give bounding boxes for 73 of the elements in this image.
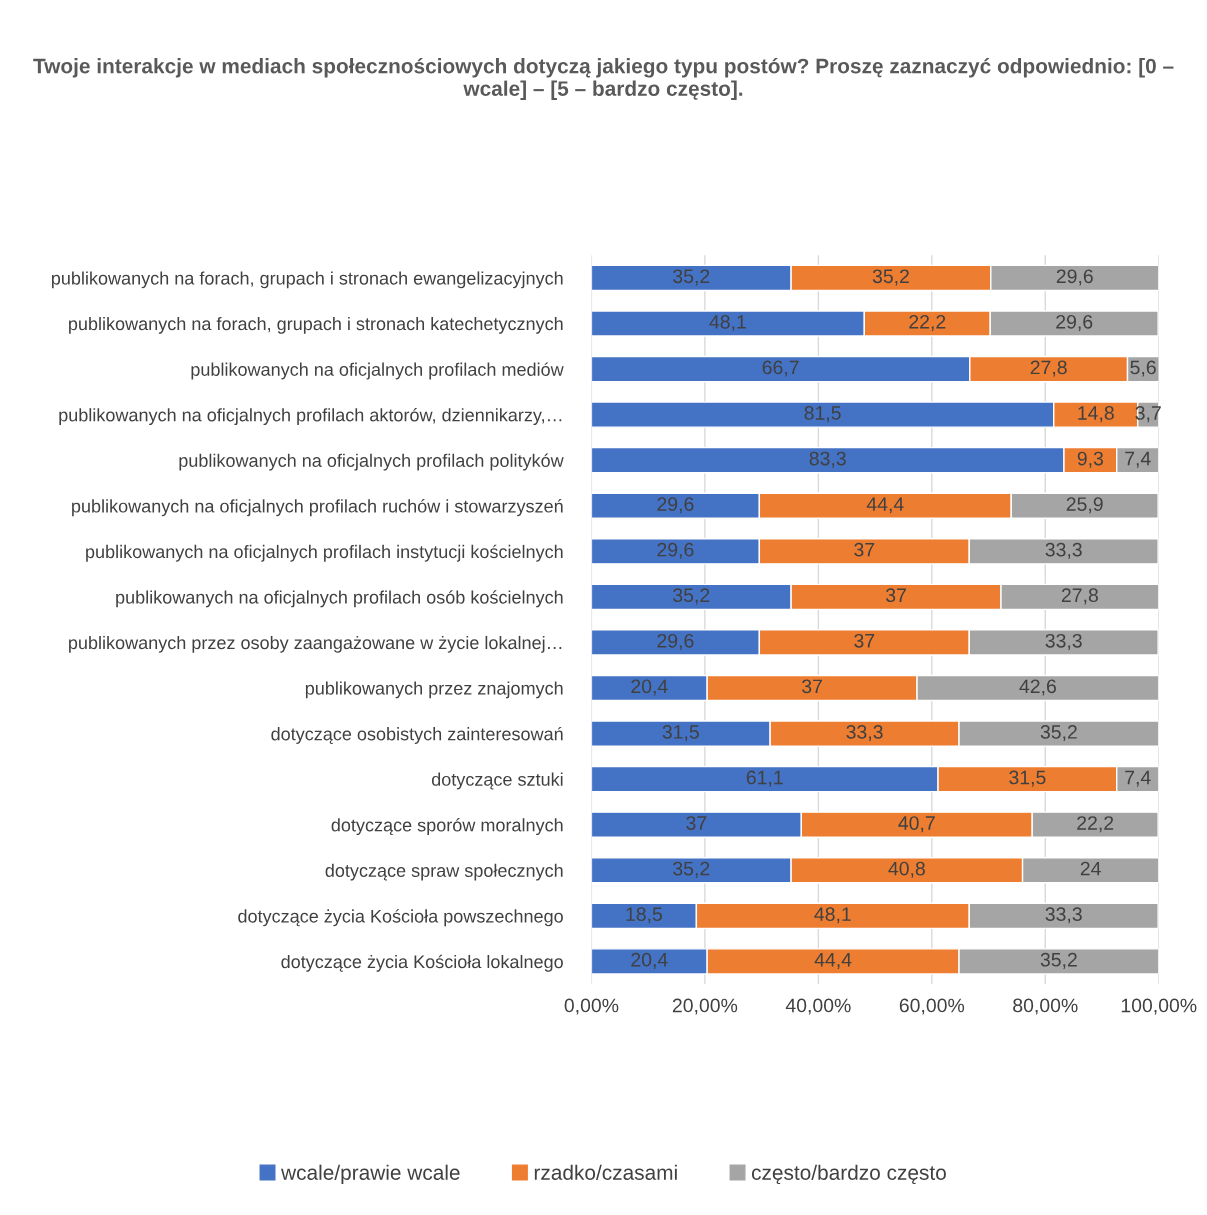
legend-label: często/bardzo często	[751, 1164, 946, 1185]
data-label: 48,1	[709, 314, 746, 332]
data-label: 27,8	[1061, 588, 1098, 605]
data-label: 22,2	[1077, 816, 1114, 833]
x-tick-label: 20,00%	[672, 998, 738, 1015]
data-label: 35,2	[1040, 725, 1077, 742]
data-label: 9,3	[1077, 451, 1104, 468]
data-label: 22,2	[909, 314, 946, 332]
y-tick-label: publikowanych na forach, grupach i stronach ewangelizacyjnych	[51, 271, 563, 289]
x-tick-label: 80,00%	[1013, 998, 1078, 1015]
data-label: 31,5	[662, 725, 699, 742]
data-label: 25,9	[1066, 497, 1103, 514]
legend-label: wcale/prawie wcale	[281, 1164, 460, 1185]
chart-title: Twoje interakcje w mediach społecznościowych dotyczą jakiego typu postów? Proszę zaznaczyć odpowiednio: [0 – wcale] – [5 – bardzo często].	[33, 57, 1174, 101]
data-label: 33,3	[1045, 907, 1082, 924]
legend-label: rzadko/czasami	[534, 1164, 677, 1180]
data-label: 33,3	[846, 725, 883, 742]
data-label: 42,6	[1019, 679, 1056, 696]
data-label: 35,2	[673, 269, 710, 286]
y-tick-label: publikowanych przez znajomych	[305, 681, 563, 699]
data-label: 24	[1080, 861, 1101, 876]
data-label: 33,3	[1045, 542, 1082, 559]
data-label: 40,7	[898, 816, 935, 833]
data-label: 20,4	[631, 952, 668, 969]
data-label: 37	[885, 588, 906, 603]
data-label: 7,4	[1125, 770, 1151, 787]
data-label: 27,8	[1030, 360, 1067, 377]
data-label: 66,7	[762, 360, 799, 377]
data-label: 61,1	[746, 770, 783, 787]
y-tick-label: dotyczące życia Kościoła powszechnego	[238, 909, 563, 927]
data-label: 81,5	[804, 406, 841, 423]
data-label: 35,2	[673, 861, 710, 878]
y-tick-label: dotyczące sztuki	[431, 772, 563, 790]
data-label: 5,6	[1130, 360, 1156, 377]
y-tick-label: publikowanych na oficjalnych profilach aktorów, dziennikarzy,…	[59, 407, 562, 426]
data-label: 35,2	[1040, 952, 1077, 969]
data-label: 14,8	[1078, 406, 1114, 423]
y-tick-label: publikowanych na oficjalnych profilach ruchów i stowarzyszeń	[72, 499, 563, 517]
x-tick-label: 40,00%	[785, 998, 851, 1015]
y-tick-label: publikowanych na oficjalnych profilach osób kościelnych	[116, 590, 563, 608]
data-label: 29,6	[657, 542, 694, 559]
data-label: 37	[854, 542, 875, 557]
data-label: 35,2	[673, 588, 710, 605]
y-tick-label: dotyczące sporów moralnych	[331, 818, 563, 836]
data-label: 44,4	[866, 497, 904, 514]
y-tick-label: publikowanych na forach, grupach i stronach katechetycznych	[69, 316, 563, 334]
data-label: 29,6	[1056, 269, 1093, 286]
data-label: 37	[802, 679, 822, 694]
data-label: 35,2	[872, 269, 909, 286]
data-label: 29,6	[1056, 314, 1093, 332]
x-tick-label: 0,00%	[564, 998, 619, 1015]
data-label: 37	[686, 816, 707, 830]
data-label: 31,5	[1009, 770, 1046, 787]
y-tick-label: publikowanych na oficjalnych profilach instytucji kościelnych	[86, 544, 563, 562]
y-tick-label: dotyczące spraw społecznych	[325, 863, 563, 881]
data-label: 33,3	[1045, 633, 1082, 650]
data-label: 7,4	[1125, 451, 1151, 468]
data-label: 18,5	[626, 907, 663, 924]
data-label: 40,8	[888, 861, 925, 878]
data-label: 20,4	[631, 679, 668, 696]
y-tick-label: publikowanych na oficjalnych profilach polityków	[179, 453, 564, 471]
data-label: 29,6	[657, 633, 694, 650]
y-tick-label: dotyczące osobistych zainteresowań	[271, 726, 563, 744]
x-tick-label: 100,00%	[1121, 998, 1197, 1015]
x-tick-label: 60,00%	[899, 998, 965, 1015]
data-label: 29,6	[657, 497, 694, 514]
data-label: 83,3	[809, 451, 846, 468]
data-label: 37	[854, 633, 875, 648]
data-label: 48,1	[814, 907, 851, 924]
data-label: 44,4	[814, 953, 852, 969]
y-tick-label: publikowanych na oficjalnych profilach mediów	[191, 362, 564, 380]
y-tick-label: publikowanych przez osoby zaangażowane w życie lokalnej…	[69, 635, 562, 653]
y-tick-label: dotyczące życia Kościoła lokalnego	[281, 954, 563, 972]
